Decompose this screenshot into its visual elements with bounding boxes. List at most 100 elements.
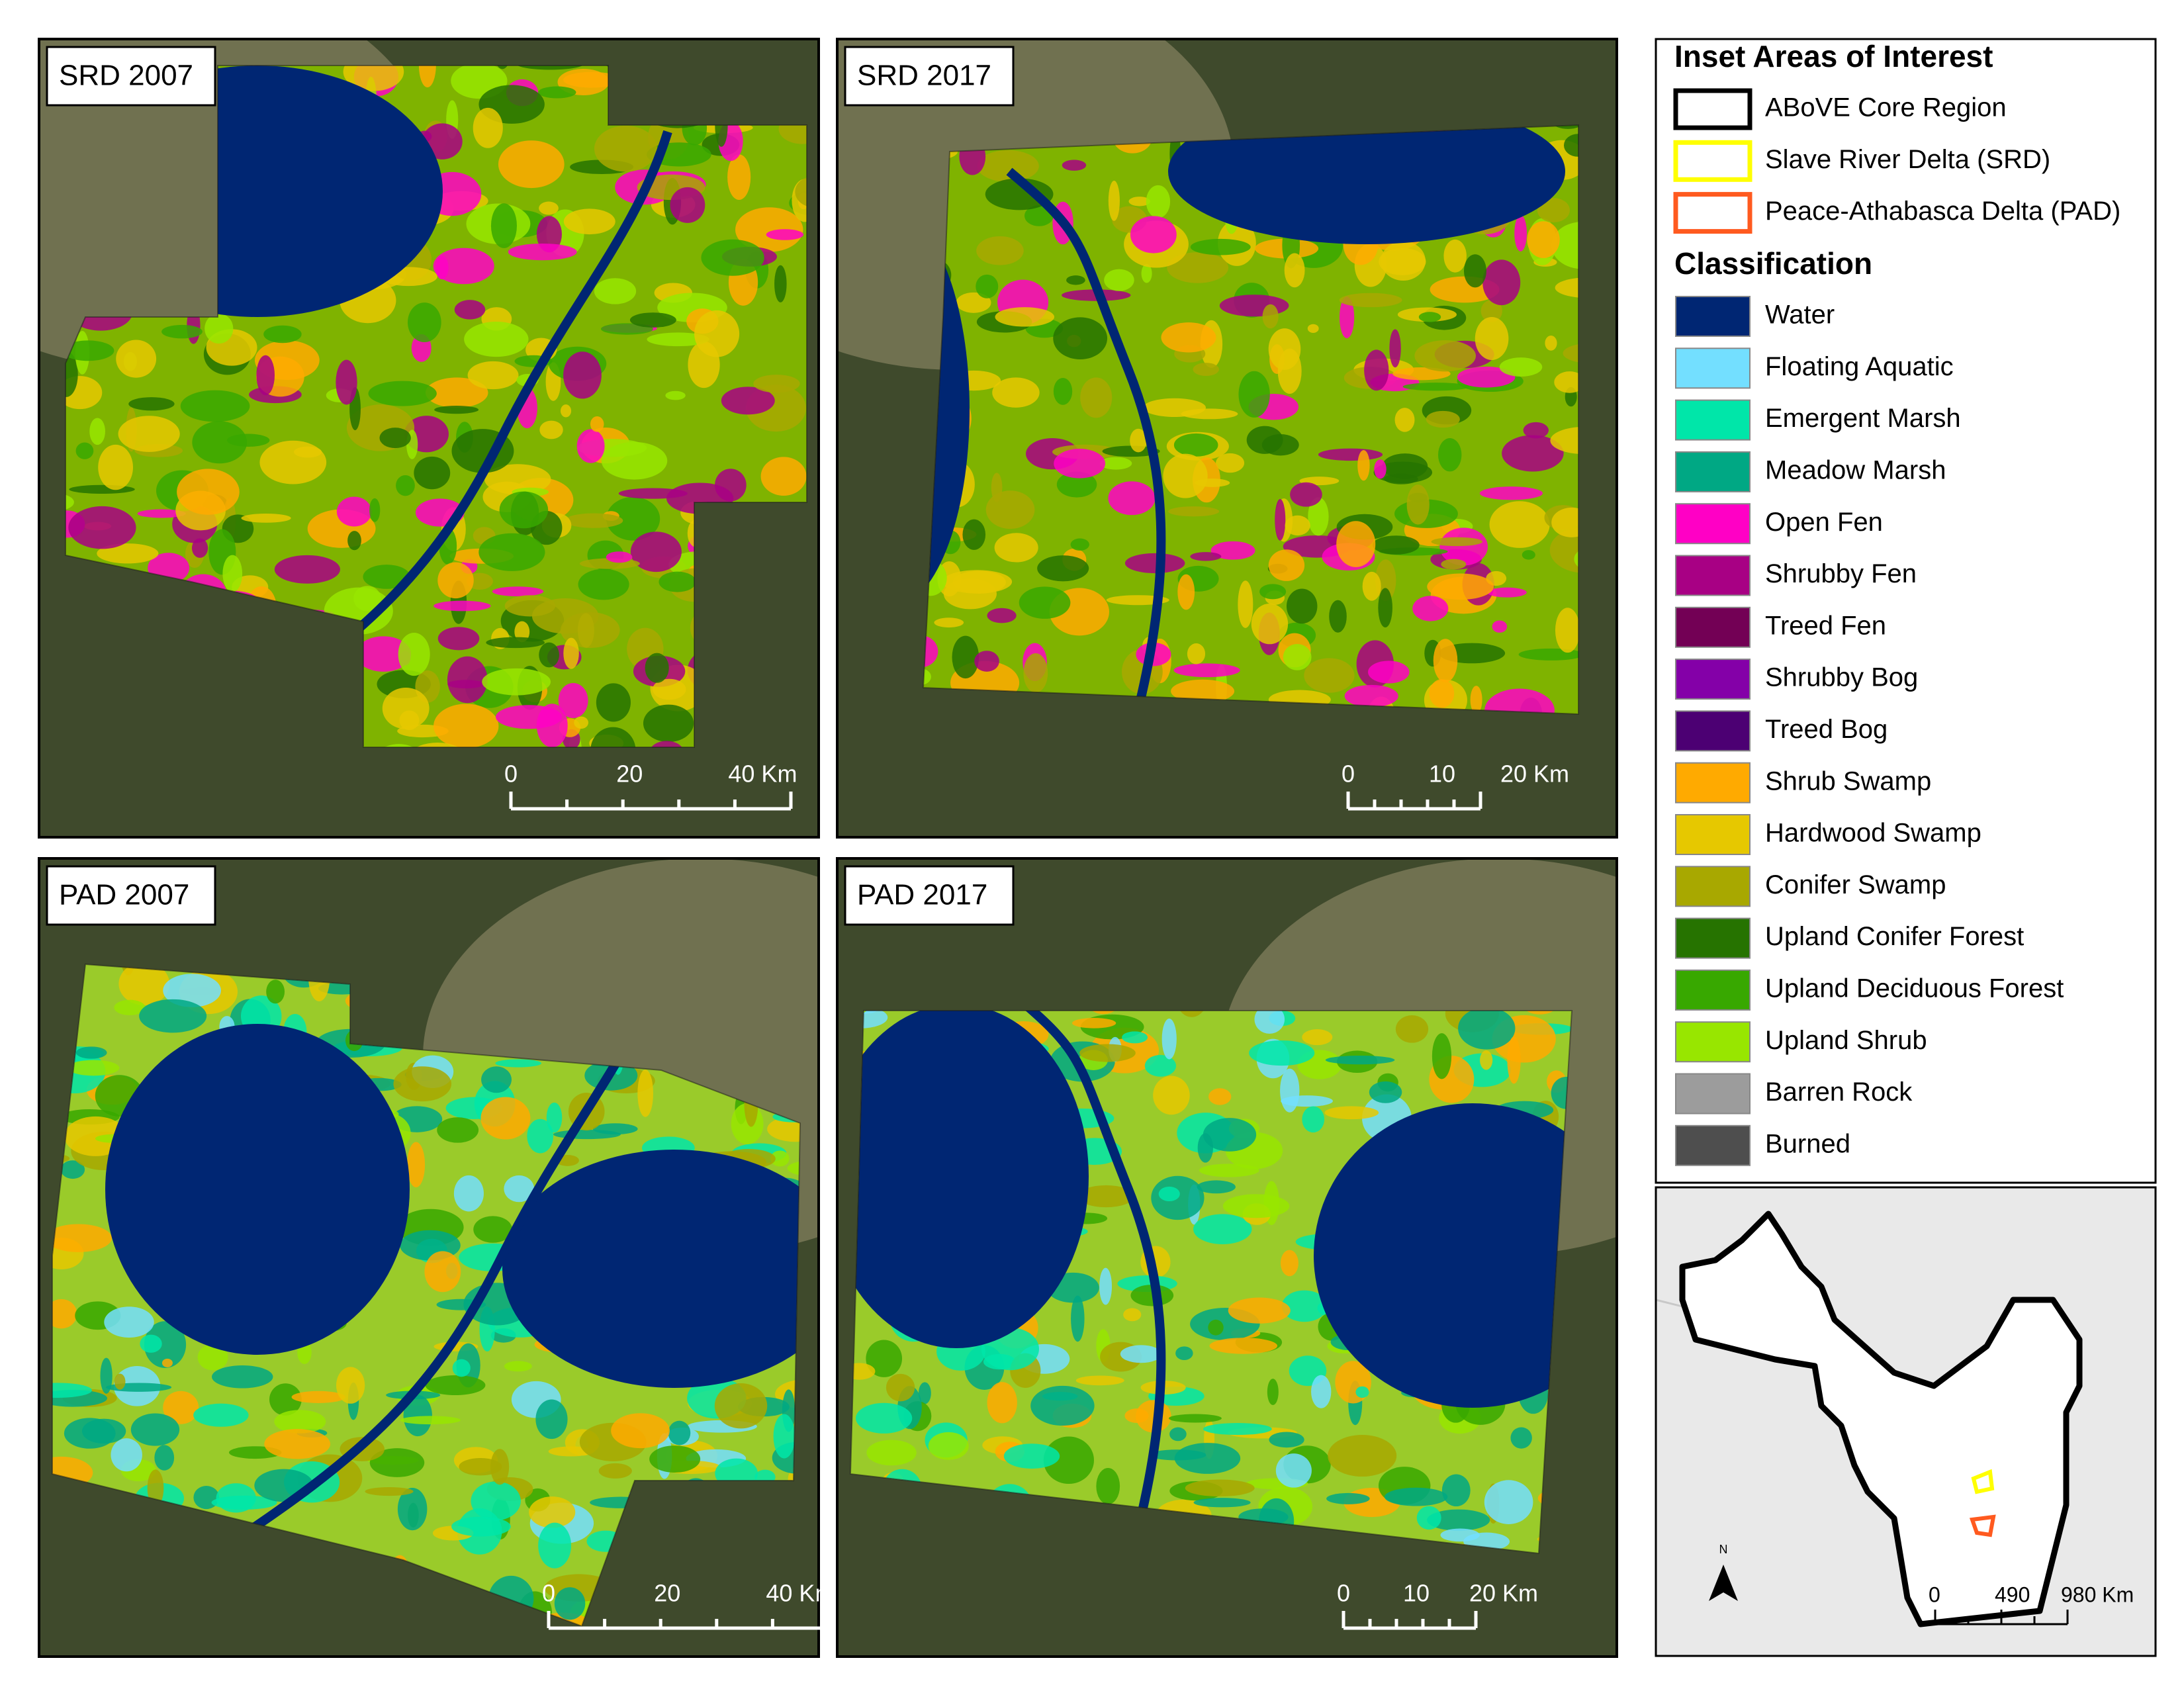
class-label: Open Fen <box>1765 508 1883 537</box>
class-patch <box>161 324 203 339</box>
class-patch <box>414 456 451 490</box>
class-patch <box>499 491 549 529</box>
panel-title-box <box>46 865 216 926</box>
class-patch <box>490 203 517 248</box>
class-patch <box>701 239 764 276</box>
class-patch <box>396 475 415 496</box>
class-patch <box>1075 1375 1124 1386</box>
class-patch <box>694 310 740 357</box>
class-patch <box>1171 679 1235 703</box>
class-patch <box>1384 473 1418 484</box>
class-patch <box>727 154 751 201</box>
class-patch <box>668 1420 691 1445</box>
class-patch <box>1120 1345 1162 1363</box>
class-patch <box>1328 1435 1397 1477</box>
class-patch <box>1208 1088 1232 1105</box>
class-patch <box>977 150 1039 182</box>
class-patch <box>1153 1075 1190 1115</box>
class-patch <box>1122 1031 1148 1044</box>
class-patch <box>1431 537 1482 547</box>
class-patch <box>437 562 474 599</box>
class-patch <box>1261 434 1299 456</box>
class-patch <box>100 1357 113 1394</box>
scale-label: 20 <box>616 760 643 788</box>
class-patch <box>1304 658 1355 693</box>
class-patch <box>1167 252 1229 283</box>
class-patch <box>504 1361 532 1372</box>
scale-label: 40 Km <box>766 1580 835 1607</box>
class-patch <box>263 325 302 343</box>
class-patch <box>1262 304 1279 329</box>
class-patch <box>1161 1019 1177 1060</box>
class-patch <box>1056 471 1097 498</box>
class-patch <box>1395 1015 1429 1043</box>
class-patch <box>274 555 340 584</box>
class-patch <box>482 668 551 696</box>
class-patch <box>139 999 207 1033</box>
class-patch <box>274 1410 326 1434</box>
class-patch <box>291 1391 345 1404</box>
class-patch <box>539 420 563 439</box>
class-swatch <box>1675 1124 1751 1166</box>
class-patch <box>451 1516 511 1537</box>
class-patch <box>52 1299 77 1329</box>
class-patch <box>974 651 999 672</box>
class-patch <box>546 1102 563 1133</box>
class-patch <box>1433 639 1458 683</box>
class-patch <box>923 635 938 668</box>
class-patch <box>365 1487 414 1496</box>
class-patch <box>956 292 991 313</box>
class-patch <box>1193 1214 1252 1244</box>
scale-label: 0 <box>504 760 518 788</box>
class-patch <box>563 71 621 88</box>
peace-athabasca-delta <box>1969 1514 1996 1537</box>
class-patch <box>1195 479 1230 487</box>
class-patch <box>163 1391 199 1424</box>
aoi-label: Peace-Athabasca Delta (PAD) <box>1765 197 2120 226</box>
class-patch <box>1518 648 1578 661</box>
class-patch <box>1054 449 1106 479</box>
class-patch <box>1492 620 1508 633</box>
class-patch <box>89 418 105 445</box>
class-patch <box>1280 1068 1300 1113</box>
class-patch <box>539 642 559 668</box>
class-patch <box>714 1383 768 1429</box>
panel-frame <box>836 857 1618 1658</box>
class-patch <box>336 359 357 405</box>
class-patch <box>433 704 499 747</box>
class-patch <box>118 964 170 1005</box>
class-patch <box>211 1495 277 1510</box>
class-patch <box>1307 324 1319 333</box>
class-patch <box>721 387 775 415</box>
class-swatch <box>1675 296 1751 337</box>
class-patch <box>114 999 146 1016</box>
class-patch <box>1168 506 1220 517</box>
class-patch <box>536 216 562 253</box>
footprint-outline <box>65 65 807 748</box>
class-patch <box>264 1429 331 1459</box>
map-content <box>39 858 819 1657</box>
panel-frame <box>38 38 820 839</box>
class-patch <box>1429 679 1455 708</box>
class-patch <box>1203 1423 1272 1436</box>
class-patch <box>418 66 436 88</box>
class-patch <box>514 621 530 643</box>
class-patch <box>1146 185 1171 218</box>
class-patch <box>1104 269 1134 291</box>
class-patch <box>590 727 636 747</box>
class-label: Shrub Swamp <box>1765 766 1931 796</box>
class-patch <box>766 229 804 240</box>
class-patch <box>1372 535 1420 555</box>
class-patch <box>596 683 631 722</box>
class-patch <box>1537 198 1570 223</box>
class-patch <box>1219 295 1289 317</box>
map-content <box>837 858 1617 1657</box>
class-patch <box>104 1306 154 1338</box>
class-patch <box>645 653 669 683</box>
class-patch <box>369 1448 425 1477</box>
class-swatch <box>1675 710 1751 752</box>
class-patch <box>504 595 556 617</box>
class-patch <box>1443 239 1467 273</box>
class-patch <box>447 680 484 689</box>
